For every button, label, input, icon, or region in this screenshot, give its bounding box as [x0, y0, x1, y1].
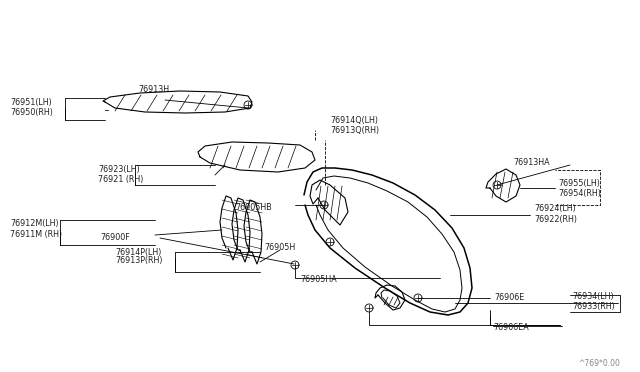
Text: 76913HA: 76913HA	[513, 157, 550, 167]
Text: 76955(LH): 76955(LH)	[558, 179, 600, 187]
Text: 76922(RH): 76922(RH)	[534, 215, 577, 224]
Text: 76914P(LH): 76914P(LH)	[115, 247, 161, 257]
Text: 76924(LH): 76924(LH)	[534, 203, 576, 212]
Text: 76921 (RH): 76921 (RH)	[98, 174, 143, 183]
Text: 76913P(RH): 76913P(RH)	[115, 256, 163, 264]
Text: 76951(LH): 76951(LH)	[10, 97, 52, 106]
Text: 76923(LH): 76923(LH)	[98, 164, 140, 173]
Text: 76900F: 76900F	[100, 232, 130, 241]
Text: 76954(RH): 76954(RH)	[558, 189, 601, 198]
Text: 76914Q(LH): 76914Q(LH)	[330, 115, 378, 125]
Text: 76906E: 76906E	[494, 294, 524, 302]
Text: 76913Q(RH): 76913Q(RH)	[330, 125, 379, 135]
Text: 76950(RH): 76950(RH)	[10, 108, 53, 116]
Text: 76905HA: 76905HA	[300, 275, 337, 283]
Text: 76905HB: 76905HB	[235, 202, 272, 212]
Text: 76911M (RH): 76911M (RH)	[10, 230, 62, 238]
Text: ^769*0.00: ^769*0.00	[578, 359, 620, 369]
Text: 76906EA: 76906EA	[493, 324, 529, 333]
Text: 76905H: 76905H	[264, 243, 295, 251]
Text: 76913H: 76913H	[138, 84, 169, 93]
Text: 76912M(LH): 76912M(LH)	[10, 218, 59, 228]
Text: 76934(LH): 76934(LH)	[572, 292, 614, 301]
Text: 76933(RH): 76933(RH)	[572, 302, 615, 311]
